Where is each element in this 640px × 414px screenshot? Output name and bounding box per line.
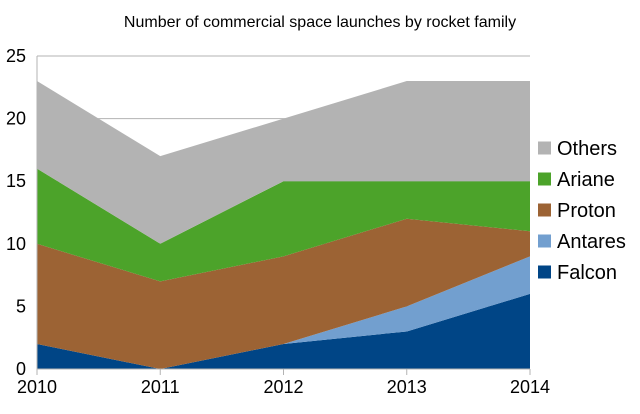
x-tick-label-0: 2010 [17, 377, 57, 397]
legend-swatch-falcon [538, 265, 551, 279]
legend-swatch-ariane [538, 172, 551, 186]
area-series-proton [37, 218, 530, 369]
x-tick-label-3: 2013 [387, 377, 427, 397]
legend-label-ariane: Ariane [557, 169, 615, 191]
area-series-ariane [37, 168, 530, 282]
y-axis-ticks: 0 5 10 15 20 25 [6, 46, 26, 379]
area-series-antares [37, 256, 530, 369]
y-tick-label-3: 15 [6, 171, 26, 191]
area-series [37, 81, 530, 369]
x-tick-label-1: 2011 [141, 377, 180, 397]
legend-label-proton: Proton [557, 200, 616, 222]
chart-title: Number of commercial space launches by r… [124, 14, 516, 31]
legend: Others Ariane Proton Antares Falcon [538, 138, 626, 284]
y-tick-label-4: 20 [6, 109, 26, 129]
y-tick-label-5: 25 [6, 46, 26, 66]
x-tick-label-2: 2012 [263, 377, 303, 397]
legend-label-falcon: Falcon [557, 262, 617, 284]
area-series-others [37, 81, 530, 244]
legend-swatch-antares [538, 234, 551, 248]
x-axis-ticks: 2010 2011 2012 2013 2014 [17, 369, 550, 397]
legend-swatch-proton [538, 203, 551, 217]
legend-label-others: Others [557, 138, 617, 160]
y-tick-label-1: 5 [16, 296, 26, 316]
x-tick-label-4: 2014 [510, 377, 550, 397]
y-tick-label-2: 10 [6, 234, 26, 254]
area-series-falcon [37, 293, 530, 369]
legend-label-antares: Antares [557, 231, 626, 253]
legend-swatch-others [538, 141, 551, 155]
y-tick-label-0: 0 [16, 359, 26, 379]
